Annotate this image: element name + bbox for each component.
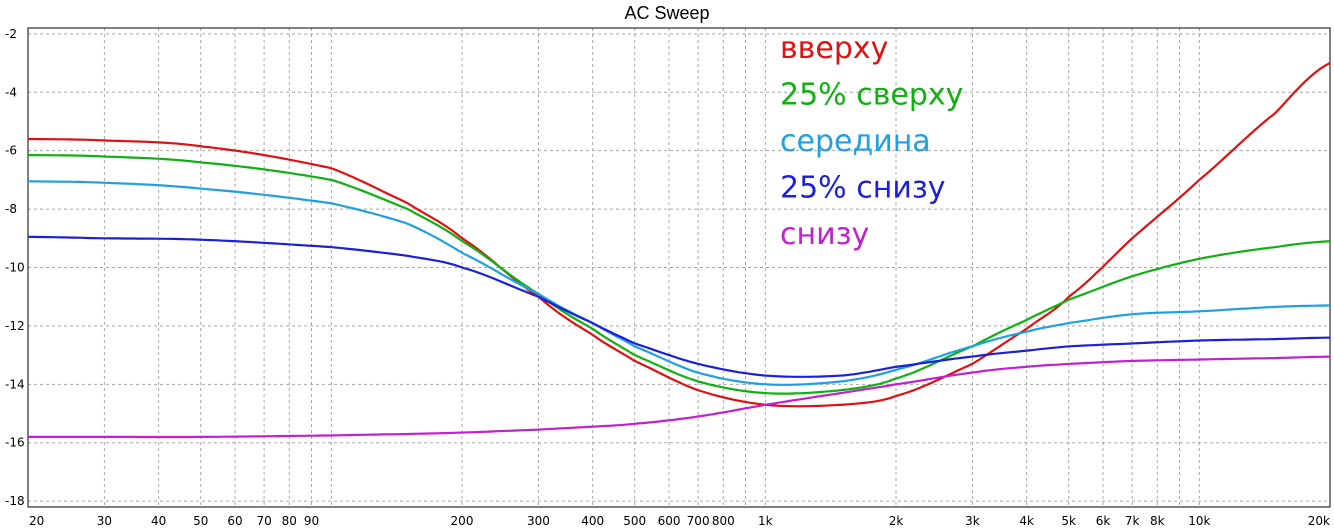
x-tick-label: 3k xyxy=(965,514,980,528)
x-tick-label: 6k xyxy=(1096,514,1111,528)
series-line-1 xyxy=(28,62,1331,408)
x-tick-label: 2k xyxy=(889,514,904,528)
x-tick-label: 20 xyxy=(29,514,44,528)
x-tick-label: 30 xyxy=(97,514,112,528)
legend: вверху 25% сверху середина 25% снизу снизу xyxy=(780,31,963,252)
y-tick-label: -2 xyxy=(5,27,17,41)
x-tick-label: 60 xyxy=(227,514,242,528)
legend-entry-3: середина xyxy=(780,124,931,159)
chart-title: AC Sweep xyxy=(624,3,710,23)
x-tick-label: 80 xyxy=(282,514,297,528)
x-axis-ticks: 20 30 40 50 60 70 80 90 200 300 400 500 600 700 800 1k 2… xyxy=(29,514,1330,528)
y-tick-label: -16 xyxy=(5,436,25,450)
x-tick-label: 600 xyxy=(658,514,681,528)
x-tick-label: 800 xyxy=(712,514,735,528)
x-tick-label: 700 xyxy=(687,514,710,528)
x-tick-label: 10k xyxy=(1188,514,1210,528)
legend-entry-5: снизу xyxy=(780,217,869,252)
x-tick-label: 90 xyxy=(304,514,319,528)
y-tick-label: -10 xyxy=(5,261,25,275)
y-tick-label: -18 xyxy=(5,494,25,508)
x-tick-label: 20k xyxy=(1308,514,1330,528)
series-line-5 xyxy=(28,355,1331,439)
y-tick-label: -6 xyxy=(5,144,17,158)
grid-lines xyxy=(28,28,1330,507)
x-tick-label: 200 xyxy=(451,514,474,528)
y-tick-label: -12 xyxy=(5,319,25,333)
x-tick-label: 70 xyxy=(256,514,271,528)
series-line-2 xyxy=(28,154,1331,395)
series-lines xyxy=(27,62,1331,439)
x-tick-label: 4k xyxy=(1019,514,1034,528)
series-line-4 xyxy=(27,235,1331,378)
legend-entry-1: вверху xyxy=(780,31,888,66)
y-axis-ticks: -2 -4 -6 -8 -10 -12 -14 -16 -18 xyxy=(5,27,25,508)
y-tick-label: -14 xyxy=(5,377,25,391)
x-tick-label: 5k xyxy=(1061,514,1076,528)
x-tick-label: 7k xyxy=(1125,514,1140,528)
series-line-3 xyxy=(27,180,1330,386)
x-tick-label: 1k xyxy=(758,514,773,528)
x-tick-label: 40 xyxy=(151,514,166,528)
y-tick-label: -8 xyxy=(5,202,17,216)
x-tick-label: 50 xyxy=(193,514,208,528)
legend-entry-2: 25% сверху xyxy=(780,78,963,113)
legend-entry-4: 25% снизу xyxy=(780,171,946,206)
x-tick-label: 300 xyxy=(527,514,550,528)
x-tick-label: 400 xyxy=(581,514,604,528)
x-tick-label: 8k xyxy=(1150,514,1165,528)
x-tick-label: 500 xyxy=(623,514,646,528)
plot-frame xyxy=(27,27,1331,508)
y-tick-label: -4 xyxy=(5,85,17,99)
